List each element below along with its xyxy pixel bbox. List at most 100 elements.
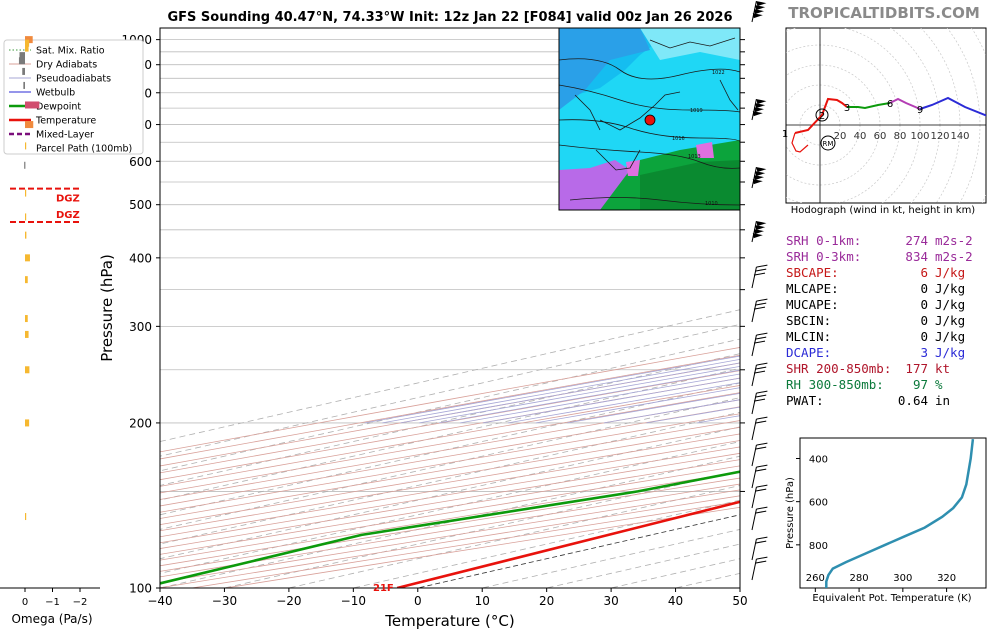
skewt-frame [159,27,741,589]
figure-title: GFS Sounding 40.47°N, 74.33°W Init: 12z … [167,10,732,25]
hodo-ring-label: 40 [854,131,867,142]
y-tick-label: 100 [129,582,152,596]
x-tick-label: 20 [539,594,554,608]
barb-staff [751,486,757,509]
wind-barb [751,556,768,581]
index-unit: % [935,377,943,392]
isotherm-line [160,397,740,530]
omega-bar [25,330,29,338]
map-isobar-label: 1022 [712,70,725,76]
index-value: 0 [920,297,928,312]
index-label: SRH 0-1km: [786,233,861,248]
barb-feather [756,556,768,560]
barb-flag [755,103,766,109]
index-value: 97 [913,377,928,392]
wind-barb [751,390,768,415]
theta-e-panel: 260 280 300 320 400 600 800 Equivalent Pot. Te… [785,437,987,604]
legend-label: Mixed-Layer [36,130,94,141]
map-isobar-label: 1010 [705,201,718,207]
surface-temperature-label: 21F [373,583,394,594]
x-tick-label: −20 [276,594,301,608]
x-tick-label: −30 [212,594,237,608]
barb-feather [753,306,766,310]
omega-bar [25,231,27,239]
barb-feather [755,268,767,272]
index-unit: J/kg [935,281,965,296]
legend-label: Temperature [35,116,96,127]
wind-barbs [751,0,768,581]
index-label: DCAPE: [786,345,831,360]
wind-barb [751,506,768,531]
index-label: MLCAPE: [786,281,839,296]
omega-bar [25,276,28,284]
index-unit: J/kg [935,265,965,280]
barb-feather [756,390,768,394]
omega-bar [25,513,27,521]
barb-feather [756,362,768,366]
barb-feather [755,336,767,340]
wind-barb [751,484,768,509]
omega-bar [25,213,27,221]
theta-e-x-axis-label: Equivalent Pot. Temperature (K) [812,593,971,604]
dgz-label: DGZ [56,194,80,205]
wind-barb [751,464,768,489]
barb-flag [752,13,763,19]
theta-e-x-tick-label: 320 [937,573,956,584]
x-tick-label: 0 [414,594,422,608]
index-unit: J/kg [935,329,965,344]
isotherm-line [160,411,740,545]
barb-flag [755,171,766,177]
wind-barb [751,442,768,467]
hodo-ring-label: 100 [910,131,929,142]
x-tick-label: 30 [603,594,618,608]
barb-staff [751,508,757,531]
hodo-trace [919,96,986,117]
x-tick-label: 50 [732,594,747,608]
hodo-trace [794,97,848,134]
dgz-label: DGZ [56,210,80,221]
barb-feather [755,560,767,564]
theta-e-y-axis-label: Pressure (hPa) [785,477,796,549]
barb-staff [751,0,757,23]
barb-flag [756,221,767,227]
wind-barb [751,220,767,243]
hodo-ring-label: 60 [874,131,887,142]
barb-staff [751,266,757,289]
barb-staff [751,466,757,489]
theta-e-y-tick-label: 800 [809,541,828,552]
x-tick-label: −40 [147,594,172,608]
dry-adiabat [160,347,740,453]
barb-feather [753,272,766,276]
index-label: MUCAPE: [786,297,839,312]
legend-label: Dewpoint [36,102,81,113]
x-tick-label: 40 [668,594,683,608]
legend-label: Wetbulb [36,88,75,99]
barb-feather [755,446,767,450]
barb-staff [751,334,757,357]
index-value: 3 [920,345,928,360]
barb-flag [752,111,763,117]
omega-bar [25,366,30,374]
omega-axis-label: Omega (Pa/s) [11,612,92,626]
index-value: 0 [920,313,928,328]
wind-barb [751,264,768,289]
x-tick-label: −10 [341,594,366,608]
skewt-x-axis-label: Temperature (°C) [384,612,514,630]
omega-bar [25,315,28,323]
barb-flag [754,107,764,113]
barb-flag [752,233,763,239]
omega-bar [25,39,30,47]
y-tick-label: 200 [129,416,152,430]
barb-feather [755,488,767,492]
isotherm-line [160,382,740,516]
barb-feather [755,394,767,398]
barb-staff [751,98,757,121]
index-unit: kt [935,361,950,376]
barb-flag [754,229,764,235]
barb-feather [755,420,767,424]
index-unit: J/kg [935,313,965,328]
index-label: SHR 200-850mb: [786,361,891,376]
barb-staff [751,300,757,323]
hodo-ring-label: 20 [834,131,847,142]
